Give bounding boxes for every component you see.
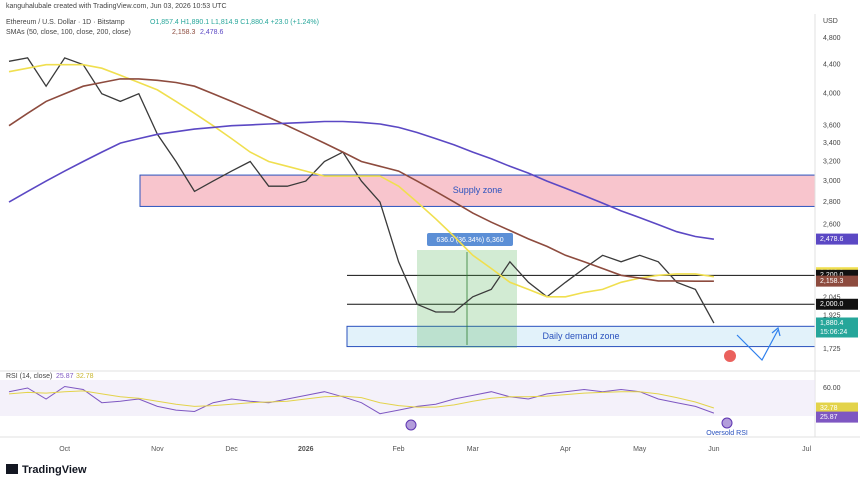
- rsi-value: 32.78: [76, 373, 94, 380]
- y-tick-label: 4,000: [823, 91, 841, 98]
- rsi-band: [0, 380, 815, 416]
- x-tick-label: May: [633, 446, 647, 453]
- y-tick-label: 3,400: [823, 140, 841, 147]
- oversold-label: Oversold RSI: [706, 430, 748, 437]
- symbol: Ethereum / U.S. Dollar · 1D · Bitstamp: [6, 19, 125, 26]
- x-tick-label: Feb: [393, 446, 405, 453]
- price-tag: [816, 275, 858, 287]
- rsi-title: RSI (14, close): [6, 373, 52, 380]
- series-line: [8, 63, 715, 298]
- event-icon: [724, 350, 736, 362]
- logo: TradingView: [22, 464, 87, 476]
- price-tag-label: 2,158.3: [820, 278, 843, 285]
- projection-arrow-head: [771, 326, 781, 337]
- price-tag: [816, 269, 858, 281]
- price-tag: [816, 233, 858, 245]
- series-line: [8, 57, 715, 324]
- measure-label: 636.0 (36.34%) 6,360: [436, 237, 503, 244]
- sma-value: 2,158.3: [172, 29, 195, 36]
- y-tick-label: 4,800: [823, 35, 841, 42]
- y-tick-label: 2,600: [823, 221, 841, 228]
- y-tick-label: 2,800: [823, 199, 841, 206]
- price-tag-label: 2,478.6: [820, 236, 843, 243]
- series-line: [8, 120, 715, 240]
- price-tag-label: 32.78: [820, 405, 838, 412]
- rsi-marker: [405, 419, 417, 431]
- projection-arrow: [736, 329, 779, 361]
- price-tag-label: 2,000.0: [820, 301, 843, 308]
- price-tag: [816, 298, 858, 310]
- x-tick-label: Jul: [802, 446, 811, 453]
- x-tick-label: Nov: [151, 446, 164, 453]
- price-tag-label: 25.87: [820, 414, 838, 421]
- credit: kanguhalubale created with TradingView.c…: [6, 3, 227, 10]
- series-line: [8, 390, 715, 409]
- series-line: [8, 78, 714, 282]
- indicator: SMAs (50, close, 100, close, 200, close): [6, 29, 131, 36]
- measure-label-box: [427, 233, 513, 246]
- y-tick-label: 1,925: [823, 313, 841, 320]
- y-tick-label: 4,400: [823, 62, 841, 69]
- x-tick-label: Jun: [708, 446, 719, 453]
- price-tag: [816, 402, 858, 414]
- zone: [139, 174, 816, 207]
- y-tick-label: 1,725: [823, 346, 841, 353]
- countdown: 15:06:24: [820, 329, 847, 336]
- price-tag: [816, 411, 858, 423]
- price-tag-label: 1,880.4: [820, 320, 843, 327]
- x-tick-label: Oct: [59, 446, 70, 453]
- price-tag: [816, 317, 858, 338]
- y-tick-label: 2,045: [823, 294, 841, 301]
- zone-label: Supply zone: [453, 185, 503, 195]
- zone-label: Daily demand zone: [542, 331, 619, 341]
- y-tick-label: 60.00: [823, 385, 841, 392]
- rsi-value: 25.87: [56, 373, 74, 380]
- y-tick-label: 3,000: [823, 178, 841, 185]
- logo-icon: [6, 464, 18, 474]
- rsi-marker: [721, 417, 733, 429]
- series-line: [8, 385, 715, 415]
- x-tick-label: 2026: [298, 446, 314, 453]
- y-tick-label: 3,200: [823, 158, 841, 165]
- y-tick-label: 3,600: [823, 123, 841, 130]
- sma-value: 2,478.6: [200, 29, 223, 36]
- ohlc: O1,857.4 H1,890.1 L1,814.9 C1,880.4 +23.…: [150, 19, 319, 26]
- x-tick-label: Dec: [225, 446, 238, 453]
- x-tick-label: Apr: [560, 446, 572, 453]
- currency: USD: [823, 18, 838, 25]
- x-tick-label: Mar: [467, 446, 480, 453]
